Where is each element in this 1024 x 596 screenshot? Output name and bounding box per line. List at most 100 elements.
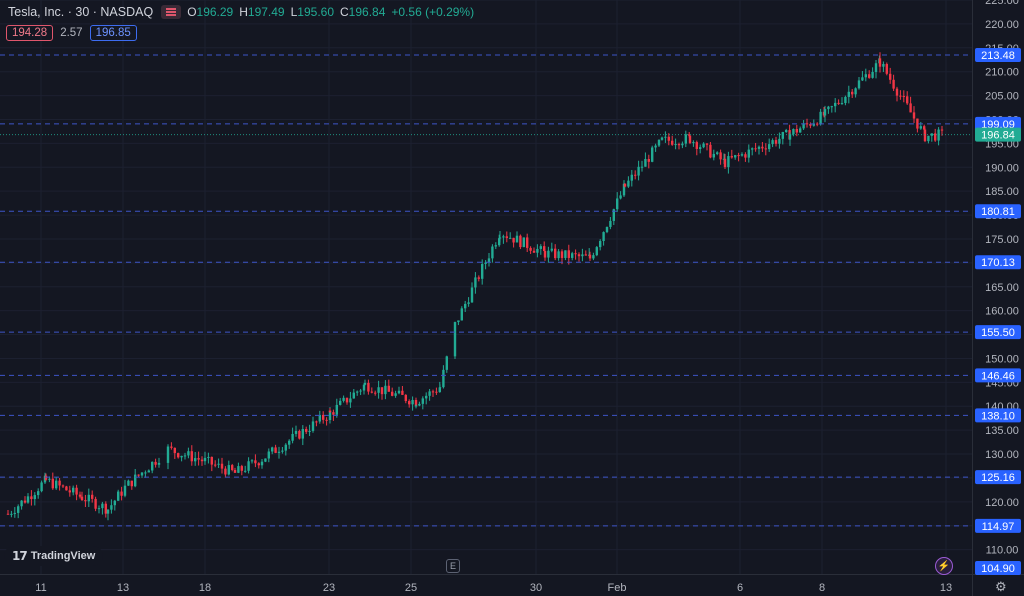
candle-body	[923, 129, 927, 142]
candle-body	[94, 498, 97, 509]
tradingview-logo[interactable]: 17 TradingView	[4, 546, 104, 566]
candle-body	[367, 382, 370, 392]
candle-body	[13, 512, 16, 514]
buy-price-button[interactable]: 196.85	[89, 25, 137, 41]
candle-body	[362, 384, 366, 391]
candle-body	[44, 475, 48, 480]
candle-body	[660, 137, 664, 140]
candle-body	[857, 80, 861, 89]
x-tick-label: 13	[940, 582, 952, 594]
candle-body	[730, 156, 733, 158]
candle-body	[688, 134, 691, 136]
candle-body	[592, 255, 595, 259]
candle-body	[194, 458, 197, 462]
candle-body	[477, 277, 480, 279]
candle-body	[380, 387, 384, 395]
candle-body	[55, 480, 58, 489]
candle-body	[134, 474, 137, 487]
candle-body	[23, 500, 27, 503]
candle-body	[868, 74, 871, 78]
candle-body	[387, 385, 390, 392]
candle-body	[10, 513, 13, 515]
candle-body	[227, 465, 230, 475]
candle-body	[864, 74, 867, 78]
candle-body	[634, 174, 637, 176]
candle-body	[861, 77, 864, 81]
candle-body	[716, 152, 719, 154]
current-price-label: 196.84	[981, 130, 1015, 142]
candle-body	[664, 136, 667, 138]
candle-body	[616, 198, 619, 210]
gear-icon[interactable]: ⚙	[995, 579, 1007, 594]
candle-body	[411, 399, 414, 405]
candle-body	[574, 253, 577, 255]
candle-body	[560, 251, 564, 258]
candle-body	[771, 140, 774, 145]
candle-body	[781, 132, 784, 139]
sell-price-button[interactable]: 194.28	[6, 25, 54, 41]
candle-body	[899, 95, 902, 97]
candle-body	[33, 495, 36, 500]
bolt-icon[interactable]: ⚡	[935, 557, 953, 575]
candle-body	[702, 143, 705, 148]
candle-body	[930, 133, 933, 136]
level-label-text: 213.48	[981, 50, 1015, 62]
y-tick-label: 185.00	[985, 186, 1019, 198]
symbol-title[interactable]: Tesla, Inc. · 30 · NASDAQ	[8, 5, 154, 19]
candle-body	[140, 472, 144, 476]
candle-body	[328, 410, 332, 420]
y-tick-label: 165.00	[985, 282, 1019, 294]
candle-body	[502, 236, 505, 238]
candle-body	[117, 491, 120, 501]
candle-body	[97, 508, 101, 510]
candle-body	[564, 250, 567, 258]
flag-icon[interactable]	[161, 5, 182, 19]
candle-body	[318, 414, 321, 422]
candle-body	[6, 513, 10, 515]
candle-body	[445, 356, 448, 370]
candle-body	[291, 433, 294, 441]
candle-body	[699, 147, 702, 149]
candle-body	[339, 400, 342, 405]
candle-body	[418, 403, 421, 406]
candle-body	[709, 144, 712, 158]
candle-body	[757, 146, 761, 149]
ohlc-open: O196.29	[187, 5, 234, 19]
candle-body	[595, 247, 598, 256]
candle-body	[183, 455, 187, 457]
candle-body	[247, 461, 250, 471]
y-tick-label: 220.00	[985, 19, 1019, 31]
candle-body	[401, 390, 404, 395]
candle-body	[457, 320, 460, 323]
candle-body	[438, 387, 442, 389]
candle-body	[214, 464, 217, 466]
candle-body	[684, 134, 687, 144]
candle-body	[719, 152, 722, 160]
candle-body	[40, 482, 43, 492]
candle-body	[127, 480, 130, 486]
candle-body	[532, 250, 536, 253]
candle-body	[871, 71, 874, 78]
candle-body	[695, 142, 698, 149]
candle-body	[522, 237, 525, 248]
candle-body	[173, 447, 176, 454]
candle-body	[123, 485, 127, 496]
earnings-event-icon[interactable]: E	[446, 559, 460, 573]
candle-body	[761, 146, 764, 149]
candle-body	[688, 135, 692, 143]
level-label-text: 170.13	[981, 257, 1015, 269]
candle-body	[647, 159, 650, 162]
candle-body	[712, 153, 715, 158]
candle-body	[705, 143, 709, 145]
candle-body	[325, 419, 328, 421]
candle-body	[550, 248, 553, 251]
candle-body	[328, 410, 332, 413]
candle-body	[619, 195, 622, 199]
candle-body	[20, 500, 23, 507]
candle-body	[106, 509, 110, 514]
current-price-label-bg	[975, 127, 1021, 142]
candle-body	[571, 253, 574, 258]
y-tick-label: 175.00	[985, 234, 1019, 246]
candle-body	[137, 474, 140, 476]
